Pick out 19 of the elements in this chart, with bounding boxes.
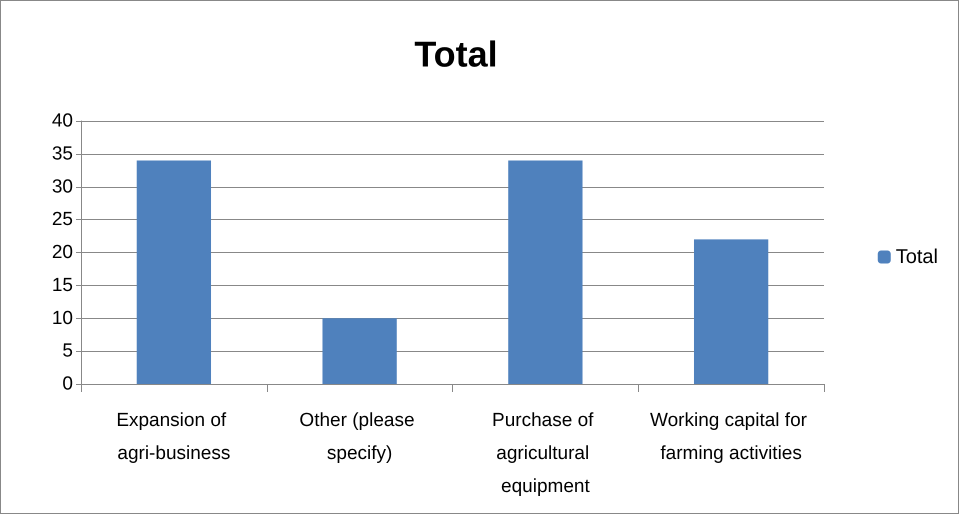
x-tick-label: Purchase of agricultural equipment — [492, 410, 599, 497]
y-tick-label: 35 — [52, 143, 73, 164]
y-tick-label: 15 — [52, 274, 73, 296]
bar — [694, 239, 768, 384]
legend-label: Total — [896, 246, 938, 268]
y-tick-label: 30 — [52, 176, 73, 198]
x-tick-label: Expansion of agri-business — [116, 410, 232, 464]
bar — [136, 160, 212, 384]
bar — [322, 318, 397, 384]
y-tick-label: 25 — [52, 209, 73, 230]
y-tick-label: 0 — [62, 374, 73, 394]
bar — [508, 160, 583, 384]
chart-title: Total — [414, 34, 498, 74]
x-tick-label: Working capital for farming activities — [650, 410, 812, 464]
y-tick-label: 10 — [52, 308, 73, 329]
y-tick-label: 20 — [52, 242, 73, 263]
x-tick-label: Other (please specify) — [299, 410, 420, 464]
y-tick-label: 5 — [62, 340, 73, 362]
y-tick-label: 40 — [52, 110, 73, 132]
